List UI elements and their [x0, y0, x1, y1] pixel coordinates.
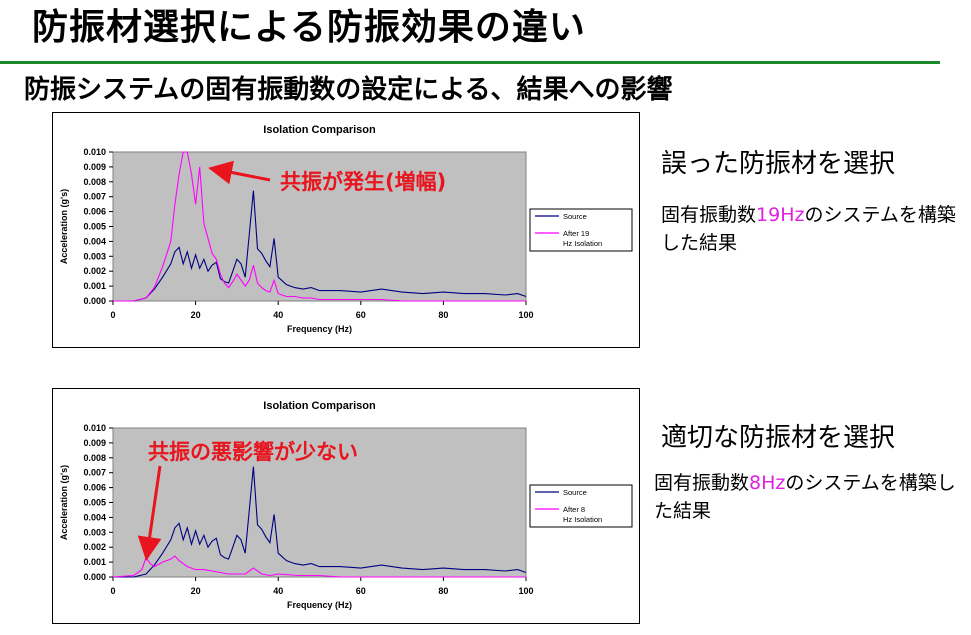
series-line-1	[112, 555, 526, 578]
y-tick-label: 0.008	[83, 177, 106, 187]
y-tick-label: 0.010	[83, 423, 106, 433]
series-line-0	[113, 190, 527, 302]
callout-resonance: 共振が発生(増幅)	[280, 170, 447, 194]
y-tick-label: 0.008	[83, 453, 106, 463]
x-tick-label: 40	[273, 310, 283, 320]
chart-svg-19hz: Isolation Comparison 0.000 0.001 0.002 0.003…	[59, 124, 633, 334]
x-tick-label: 100	[518, 310, 533, 320]
y-tick-label: 0.004	[83, 512, 106, 522]
y-tick-label: 0.005	[83, 222, 106, 232]
y-axis-label: Acceleration (g's)	[59, 189, 69, 264]
x-tick-label: 0	[110, 310, 115, 320]
legend-label: Source	[563, 488, 587, 497]
note-highlight-frequency: 8Hz	[749, 472, 786, 494]
x-tick-label: 80	[438, 586, 448, 596]
y-tick-label: 0.003	[83, 527, 106, 537]
y-tick-label: 0.010	[83, 147, 106, 157]
legend-label: Hz Isolation	[563, 515, 602, 524]
series-line-0	[113, 466, 527, 578]
panel-note-8hz: 固有振動数8Hzのシステムを構築した結果	[654, 469, 966, 525]
x-axis-label: Frequency (Hz)	[287, 324, 352, 334]
chart-title: Isolation Comparison	[263, 400, 376, 412]
y-axis-label: Acceleration (g's)	[59, 465, 69, 540]
panel-heading-right-material: 適切な防振材を選択	[661, 423, 896, 453]
y-tick-label: 0.002	[83, 542, 106, 552]
chart-panel-19hz: Isolation Comparison 0.000 0.001 0.002 0.003…	[52, 112, 640, 348]
x-tick-label: 80	[438, 310, 448, 320]
y-tick-label: 0.000	[83, 572, 106, 582]
series-line-1	[113, 151, 526, 302]
title-divider	[0, 61, 940, 64]
note-suffix: のシステムを構築した結果	[654, 472, 956, 522]
x-tick-label: 60	[356, 310, 366, 320]
y-tick-label: 0.007	[83, 468, 106, 478]
chart-panel-8hz: Isolation Comparison 0.000 0.001 0.002 0.003…	[52, 388, 640, 624]
x-tick-label: 20	[191, 586, 201, 596]
y-tick-label: 0.007	[83, 192, 106, 202]
x-axis-label: Frequency (Hz)	[287, 600, 352, 610]
y-tick-label: 0.005	[83, 498, 106, 508]
legend-label: Source	[563, 212, 587, 221]
x-tick-label: 40	[273, 586, 283, 596]
page-subtitle: 防振システムの固有振動数の設定による、結果への影響	[24, 75, 673, 105]
x-tick-label: 20	[191, 310, 201, 320]
plot-area	[112, 427, 527, 578]
y-tick-label: 0.001	[83, 557, 106, 567]
y-tick-label: 0.009	[83, 438, 106, 448]
note-prefix: 固有振動数	[654, 472, 750, 494]
panel-heading-wrong-material: 誤った防振材を選択	[661, 149, 896, 179]
y-tick-label: 0.003	[83, 251, 106, 261]
note-highlight-frequency: 19Hz	[756, 204, 805, 226]
legend-label: After 19	[563, 229, 589, 238]
legend-label: Hz Isolation	[563, 239, 602, 248]
x-tick-label: 0	[110, 586, 115, 596]
legend-label: After 8	[563, 505, 585, 514]
y-tick-label: 0.002	[83, 266, 106, 276]
chart-title: Isolation Comparison	[263, 124, 376, 136]
callout-low-resonance: 共振の悪影響が少ない	[148, 440, 358, 464]
y-tick-label: 0.000	[83, 296, 106, 306]
x-tick-label: 60	[356, 586, 366, 596]
y-tick-label: 0.001	[83, 281, 106, 291]
y-tick-label: 0.009	[83, 162, 106, 172]
page-title: 防振材選択による防振効果の違い	[32, 7, 586, 48]
y-tick-label: 0.004	[83, 236, 106, 246]
panel-note-19hz: 固有振動数19Hzのシステムを構築した結果	[661, 201, 966, 257]
chart-svg-8hz: Isolation Comparison 0.000 0.001 0.002 0.003…	[59, 400, 633, 610]
plot-area	[112, 151, 527, 302]
y-tick-label: 0.006	[83, 483, 106, 493]
y-tick-label: 0.006	[83, 207, 106, 217]
note-prefix: 固有振動数	[661, 204, 757, 226]
x-tick-label: 100	[518, 586, 533, 596]
note-suffix: のシステムを構築した結果	[661, 204, 956, 254]
